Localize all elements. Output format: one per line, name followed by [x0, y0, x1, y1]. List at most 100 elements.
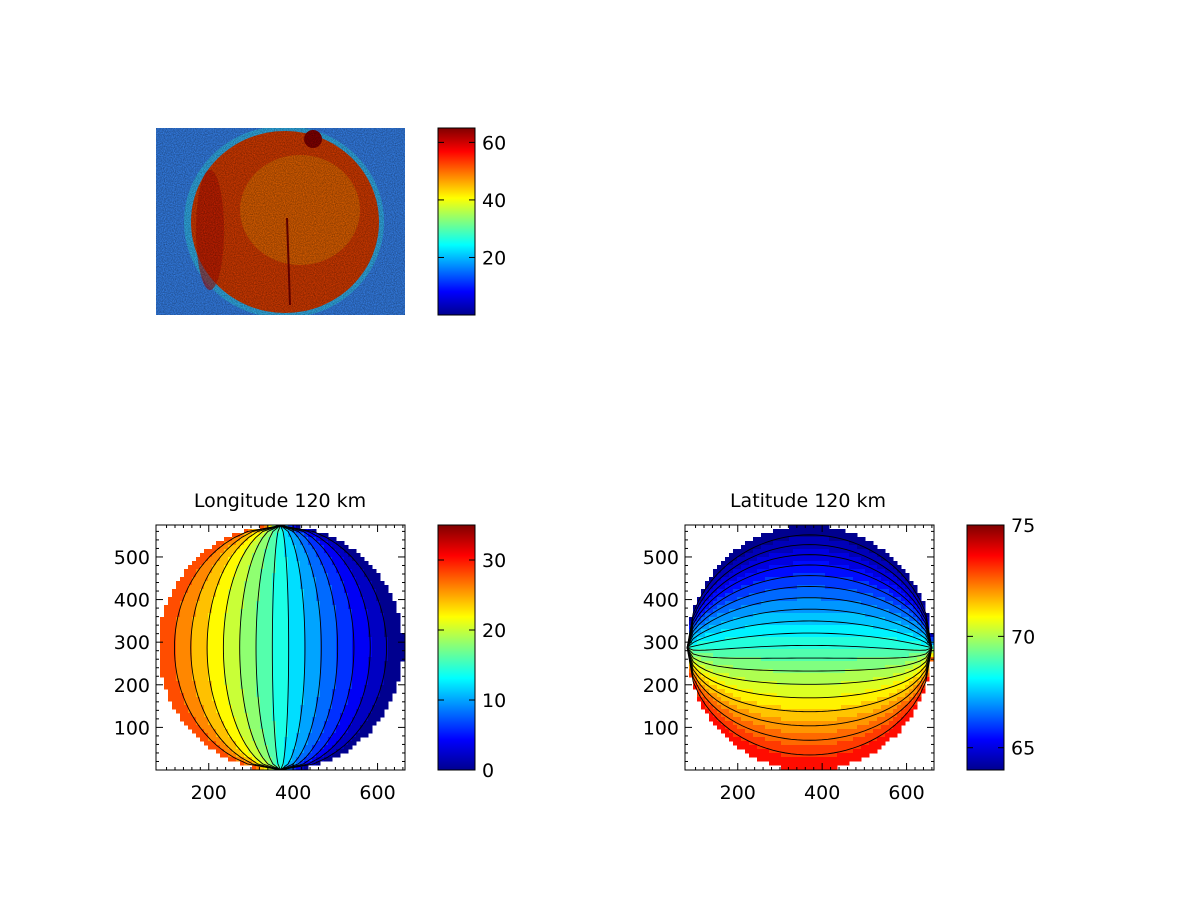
lon-field-cell	[272, 613, 277, 618]
lon-contour-line	[271, 525, 281, 770]
lat-field-cell	[869, 677, 874, 682]
lat-field-cell	[841, 593, 846, 598]
lon-field-cell	[268, 577, 273, 582]
lat-field-cell	[793, 577, 798, 582]
lat-field-cell	[797, 641, 802, 646]
lon-field-cell	[180, 585, 185, 590]
lat-field-cell	[873, 545, 878, 550]
lon-field-cell	[304, 757, 309, 762]
lat-field-cell	[733, 601, 738, 606]
lon-field-cell	[324, 705, 329, 710]
lat-field-cell	[709, 645, 714, 650]
lon-field-cell	[312, 657, 317, 662]
lat-field-cell	[825, 525, 830, 530]
lon-field-cell	[332, 749, 337, 754]
lon-field-cell	[340, 617, 345, 622]
lon-field-cell	[268, 537, 273, 542]
lon-field-cell	[192, 593, 197, 598]
lon-field-cell	[252, 765, 257, 770]
lon-field-cell	[212, 693, 217, 698]
lon-field-cell	[284, 661, 289, 666]
lon-field-cell	[340, 553, 345, 558]
lon-field-cell	[296, 669, 301, 674]
lon-field-cell	[276, 765, 281, 770]
lat-field-cell	[749, 633, 754, 638]
lat-field-cell	[829, 593, 834, 598]
lat-field-cell	[841, 649, 846, 654]
lon-field-cell	[252, 701, 257, 706]
lat-field-cell	[765, 601, 770, 606]
lon-field-cell	[260, 597, 265, 602]
lon-field-cell	[192, 693, 197, 698]
lat-field-cell	[701, 669, 706, 674]
lat-field-cell	[793, 545, 798, 550]
lat-field-cell	[749, 585, 754, 590]
lat-field-cell	[813, 617, 818, 622]
lon-field-cell	[340, 605, 345, 610]
lon-field-cell	[304, 693, 309, 698]
lat-field-cell	[885, 641, 890, 646]
lat-field-cell	[765, 665, 770, 670]
lat-field-cell	[729, 585, 734, 590]
lat-field-cell	[841, 549, 846, 554]
lat-field-cell	[729, 581, 734, 586]
lat-field-cell	[901, 629, 906, 634]
lon-field-cell	[336, 585, 341, 590]
lon-field-cell	[216, 597, 221, 602]
lat-field-cell	[869, 669, 874, 674]
lat-field-cell	[781, 681, 786, 686]
lat-field-cell	[837, 601, 842, 606]
lat-field-cell	[713, 593, 718, 598]
lon-field-cell	[384, 705, 389, 710]
lon-field-cell	[340, 697, 345, 702]
lat-field-cell	[849, 557, 854, 562]
lon-field-cell	[224, 733, 229, 738]
lon-field-cell	[208, 689, 213, 694]
lon-field-cell	[356, 573, 361, 578]
lat-field-cell	[797, 537, 802, 542]
lon-field-cell	[344, 665, 349, 670]
lat-field-cell	[773, 641, 778, 646]
lon-field-cell	[192, 605, 197, 610]
lon-field-cell	[256, 721, 261, 726]
lat-field-cell	[901, 577, 906, 582]
lon-field-cell	[292, 641, 297, 646]
lon-field-cell	[344, 681, 349, 686]
lon-field-cell	[384, 693, 389, 698]
lon-field-cell	[256, 617, 261, 622]
lon-field-cell	[356, 669, 361, 674]
lon-field-cell	[240, 729, 245, 734]
lat-field-cell	[757, 541, 762, 546]
lat-field-cell	[729, 561, 734, 566]
lon-field-cell	[296, 733, 301, 738]
lon-field-cell	[260, 617, 265, 622]
lat-field-cell	[873, 601, 878, 606]
lon-field-cell	[296, 565, 301, 570]
lon-field-cell	[308, 697, 313, 702]
lon-field-cell	[324, 737, 329, 742]
lon-field-cell	[360, 717, 365, 722]
lon-field-cell	[332, 569, 337, 574]
lat-field-cell	[717, 569, 722, 574]
lat-field-cell	[697, 677, 702, 682]
lon-field-cell	[332, 645, 337, 650]
lat-field-cell	[925, 649, 930, 654]
lon-field-cell	[264, 637, 269, 642]
lat-field-cell	[769, 585, 774, 590]
lat-field-cell	[849, 665, 854, 670]
lat-field-cell	[865, 609, 870, 614]
lat-field-cell	[877, 633, 882, 638]
lat-field-cell	[777, 669, 782, 674]
lon-field-cell	[276, 669, 281, 674]
lon-field-cell	[276, 537, 281, 542]
lon-field-cell	[308, 593, 313, 598]
lon-field-cell	[276, 573, 281, 578]
lon-field-cell	[176, 665, 181, 670]
lon-field-cell	[340, 541, 345, 546]
lon-field-cell	[184, 697, 189, 702]
lon-field-cell	[280, 753, 285, 758]
lon-field-cell	[236, 629, 241, 634]
lat-field-cell	[885, 585, 890, 590]
lat-field-cell	[749, 617, 754, 622]
lon-field-cell	[324, 685, 329, 690]
